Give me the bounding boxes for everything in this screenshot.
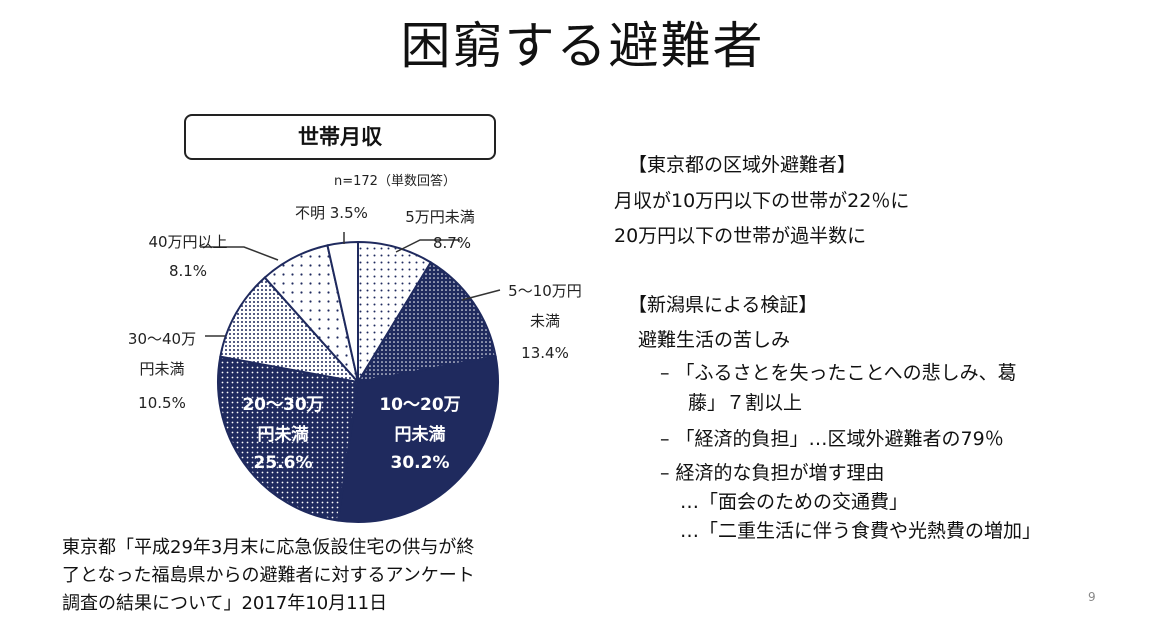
slice-value-over-40man: 8.1% [169, 262, 207, 280]
slice-value-20-30man: 25.6% [254, 453, 313, 473]
bullet-3-sub-1: …「面会のための交通費」 [680, 491, 909, 513]
bullet-2: – 「経済的負担」…区域外避難者の79％ [660, 428, 1004, 450]
slice-label-20-30man-line-1: 20～30万 [242, 395, 323, 415]
slice-30-40man [219, 276, 361, 384]
source-line-1: 東京都「平成29年3月末に応急仮設住宅の供与が終 [62, 537, 475, 558]
slice-label-30-40man-line-2: 円未満 [139, 360, 184, 378]
slice-label-5-10man-line-2: 未満 [530, 312, 560, 330]
source-line-2: 了となった福島県からの避難者に対するアンケート [62, 565, 475, 586]
leader-line-40man [200, 246, 279, 261]
leader-line-5man [395, 239, 460, 253]
tokyo-line-2: 20万円以下の世帯が過半数に [614, 225, 867, 247]
slice-value-under-5man: 8.7% [433, 234, 471, 252]
slice-label-5-10man-line-1: 5～10万円 [508, 282, 582, 300]
slice-value-30-40man: 10.5% [138, 394, 186, 412]
slice-label-30-40man-line-1: 30～40万 [128, 330, 196, 348]
slice-20-30man [217, 355, 360, 522]
bullet-1-line-1: – 「ふるさとを失ったことへの悲しみ、葛 [660, 362, 1017, 384]
slice-label-over-40man-line-1: 40万円以上 [148, 233, 227, 251]
slice-label-10-20man-line-1: 10～20万 [379, 395, 460, 415]
tokyo-heading: 【東京都の区域外避難者】 [628, 154, 857, 176]
slice-5-10man [355, 261, 497, 384]
leader-line-5-10man [461, 289, 501, 301]
page-number: 9 [1088, 590, 1096, 604]
chart-note: n=172（単数回答） [334, 174, 456, 189]
slice-label-unknown: 不明 3.5% [295, 204, 368, 222]
slice-label-20-30man-line-2: 円未満 [258, 424, 309, 445]
bullet-1-line-2: 藤」７割以上 [688, 392, 803, 414]
slice-label-10-20man-line-2: 円未満 [395, 424, 446, 445]
slide-title: 困窮する避難者 [400, 17, 765, 75]
niigata-subheading: 避難生活の苦しみ [638, 329, 791, 351]
slice-label-under-5man-line-1: 5万円未満 [405, 208, 475, 226]
slice-unknown [326, 240, 359, 383]
bullet-3: – 経済的な負担が増す理由 [660, 462, 885, 484]
tokyo-line-1: 月収が10万円以下の世帯が22％に [614, 190, 910, 212]
slice-value-5-10man: 13.4% [521, 344, 569, 362]
niigata-heading: 【新潟県による検証】 [628, 294, 818, 316]
bullet-3-sub-2: …「二重生活に伴う食費や光熱費の増加」 [680, 520, 1042, 542]
slice-value-10-20man: 30.2% [391, 453, 450, 473]
source-line-3: 調査の結果について」2017年10月11日 [62, 593, 388, 614]
slice-10-20man [336, 355, 499, 523]
chart-heading: 世帯月収 [184, 114, 496, 160]
